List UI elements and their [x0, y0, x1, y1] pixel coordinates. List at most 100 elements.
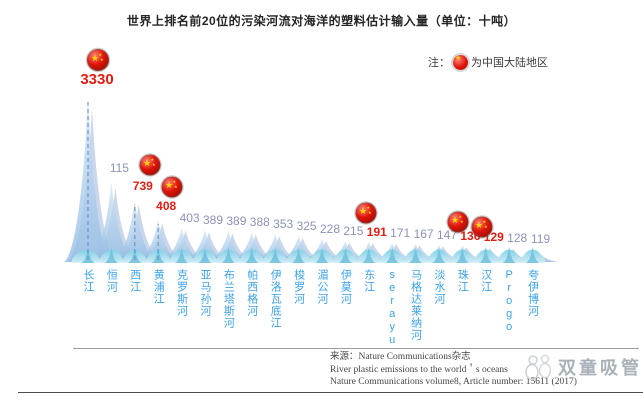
river-label-13: serayu [386, 269, 399, 347]
wave-spike [268, 247, 283, 263]
value-label-15: 147 [437, 228, 457, 242]
svg-text:★: ★ [173, 179, 177, 184]
svg-text:★: ★ [165, 180, 173, 190]
wave-spike [525, 247, 540, 263]
value-label-5: 389 [203, 213, 223, 227]
svg-text:★: ★ [152, 162, 156, 167]
wave-spike [244, 247, 259, 263]
source-line-2: River plastic emissions to the world＇s o… [330, 364, 508, 375]
value-label-18: 128 [507, 231, 527, 245]
wave-spike [338, 247, 353, 263]
svg-text:★: ★ [99, 52, 103, 57]
page-title: 世界上排名前20位的污染河流对海洋的塑料估计输入量（单位：十吨） [126, 14, 517, 28]
river-label-18: Progo [503, 269, 516, 334]
river-label-8: 伊洛瓦底江 [269, 269, 282, 329]
wave-spike [315, 247, 329, 263]
legend-note-prefix: 注： [428, 57, 450, 69]
river-label-5: 亚马孙河 [199, 269, 211, 317]
river-label-14: 马格达莱纳河 [409, 269, 422, 341]
river-label-0: 长江 [82, 269, 94, 293]
value-label-6: 389 [226, 214, 246, 228]
value-label-19: 119 [531, 232, 550, 246]
svg-text:★: ★ [460, 219, 464, 224]
river-label-17: 汉江 [479, 269, 492, 293]
two-children-icon [525, 354, 552, 381]
wave-spike [174, 247, 189, 263]
source-line-1: 来源：Nature Communications杂志 [330, 352, 471, 362]
peak-4 [157, 228, 206, 262]
river-label-4: 克罗斯河 [175, 269, 188, 317]
wave-spike [291, 247, 306, 263]
svg-text:★: ★ [459, 214, 463, 219]
value-label-0: 3330 [80, 71, 113, 88]
svg-text:★: ★ [174, 184, 178, 189]
peak-1 [87, 182, 136, 262]
value-label-14: 167 [414, 227, 434, 241]
wave-spike [361, 247, 376, 263]
china-flag-ball-icon: ★ ★★ [470, 215, 494, 239]
svg-text:★: ★ [143, 158, 151, 168]
value-label-1: 115 [110, 161, 129, 175]
river-label-6: 布兰塔斯河 [222, 269, 235, 329]
value-label-4: 403 [180, 211, 200, 225]
legend-note: 注： ★ 为中国大陆地区 [428, 54, 548, 70]
river-label-2: 西江 [128, 269, 141, 293]
wave-spike [478, 247, 493, 263]
china-flag-ball-icon: ★ [453, 54, 468, 70]
svg-text:★: ★ [367, 205, 371, 210]
wave-spike [502, 247, 517, 263]
wave-spike [127, 247, 142, 263]
china-flag-ball-icon: ★ ★★ [138, 153, 162, 177]
svg-text:★: ★ [100, 57, 104, 62]
china-flag-ball-icon: ★ ★★ [85, 47, 111, 73]
brand-logo-text: 双童吸管 [558, 358, 642, 378]
svg-text:★: ★ [475, 220, 483, 230]
bottom-rule [18, 392, 643, 393]
value-label-7: 388 [250, 215, 270, 229]
china-flag-ball-icon: ★ ★★ [354, 201, 378, 225]
peak-5 [181, 230, 229, 262]
wave-spike [151, 247, 166, 263]
wave-spike [81, 247, 95, 263]
wave-spike [104, 247, 119, 263]
river-label-16: 珠江 [456, 269, 469, 293]
river-label-12: 东江 [362, 269, 375, 293]
svg-text:★: ★ [91, 53, 99, 63]
peak-3 [134, 220, 183, 262]
river-label-3: 黄浦江 [152, 269, 165, 305]
separator-line [73, 348, 639, 349]
value-label-10: 228 [320, 222, 340, 236]
wave-spike [455, 247, 470, 263]
svg-text:★: ★ [368, 210, 372, 215]
wave-spike [221, 247, 236, 263]
china-flag-ball-icon: ★ ★★ [446, 210, 470, 234]
wave-spike [408, 247, 423, 263]
svg-text:★: ★ [359, 206, 367, 216]
river-label-19: 夸伊博河 [526, 269, 539, 317]
legend-note-suffix: 为中国大陆地区 [471, 57, 548, 69]
river-label-11: 伊莫河 [339, 269, 352, 305]
river-label-7: 帕西格河 [245, 269, 258, 317]
value-label-12: 191 [367, 225, 387, 239]
value-label-13: 171 [390, 226, 410, 240]
svg-text:★: ★ [484, 224, 488, 229]
value-label-2: 739 [133, 179, 153, 193]
brand-logo: 双童吸管 [522, 352, 642, 382]
value-label-11: 215 [343, 224, 363, 238]
peak-6 [204, 231, 253, 262]
river-label-1: 恒河 [105, 269, 118, 293]
svg-text:★: ★ [483, 219, 487, 224]
svg-text:★: ★ [151, 157, 155, 162]
wave-spike [432, 247, 446, 263]
value-label-3: 408 [156, 199, 176, 213]
river-label-15: 淡水河 [433, 269, 445, 305]
wave-spike [198, 247, 212, 263]
svg-text:★: ★ [451, 215, 459, 225]
river-label-10: 湄公河 [316, 269, 328, 305]
value-label-8: 353 [273, 217, 293, 231]
source-line-3: Nature Communications volume8, Article n… [330, 377, 577, 387]
river-label-9: 梭罗河 [292, 269, 305, 305]
wave-spike [385, 247, 400, 263]
